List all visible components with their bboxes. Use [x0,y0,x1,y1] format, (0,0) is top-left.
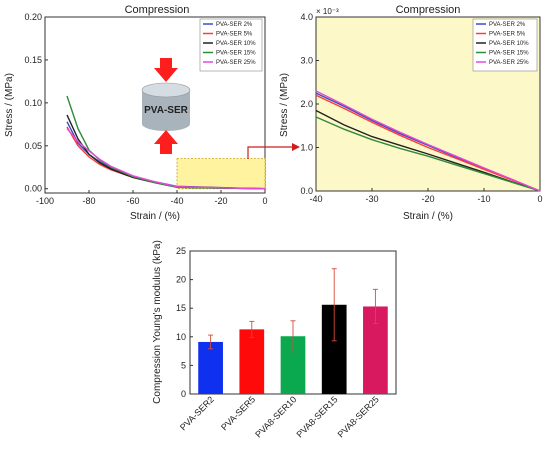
bar-0 [198,342,223,394]
left-xlabel: Strain / (%) [130,211,180,222]
left-legend: PVA-SER 2% PVA-SER 5% PVA-SER 10% PVA-SER 1… [200,19,262,71]
right-xlabel: Strain / (%) [403,211,453,222]
legend-label: PVA-SER 5% [489,32,526,38]
zoom-connector [248,143,300,159]
cylinder-label: PVA-SER [144,105,188,116]
right-chart: Compression × 10⁻³ 0.01.02.03.04.0 -40 -3… [279,4,543,222]
right-legend: PVA-SER 2% PVA-SER 5% PVA-SER 10% PVA-SER 1… [473,19,537,71]
x-tick-label: -40 [170,196,183,206]
legend-label: PVA-SER 25% [489,60,529,66]
left-highlight-region [177,159,265,189]
legend-label: PVA-SER 10% [216,41,256,47]
y-tick-label: 25 [176,246,186,256]
y-tick-label: 0.00 [24,184,42,194]
y-tick-label: 0.15 [24,55,42,65]
x-tick-label: -40 [309,194,322,204]
left-chart: Compression 0.00 0.05 0.10 0.15 0.20 -100 -80… [4,4,268,222]
right-ylabel: Stress / (MPa) [279,73,290,137]
y-tick-label: 0.10 [24,98,42,108]
x-tick-label: -30 [365,194,378,204]
x-tick-label: -100 [36,196,54,206]
legend-label: PVA-SER 2% [489,22,526,28]
x-tick-label: 0 [537,194,542,204]
compression-illustration: PVA-SER [142,58,190,154]
connector-line [248,147,292,159]
right-scale-label: × 10⁻³ [316,7,339,16]
cylinder-top [142,83,190,97]
y-tick-label: 5 [181,360,186,370]
x-tick-label: PVA-SER5 [219,394,257,432]
y-tick-label: 0.20 [24,12,42,22]
y-tick-label: 3.0 [300,56,313,66]
y-tick-label: 15 [176,303,186,313]
legend-label: PVA-SER 15% [216,51,256,57]
right-title: Compression [396,4,461,16]
arrow-down-icon [154,58,178,82]
y-tick-label: 20 [176,275,186,285]
bar-1 [239,329,264,394]
x-tick-label: -80 [82,196,95,206]
legend-label: PVA-SER 2% [216,22,253,28]
x-tick-label: -10 [477,194,490,204]
x-tick-label: -20 [214,196,227,206]
y-tick-label: 1.0 [300,143,313,153]
bottom-ylabel: Compression Young's modulus (kPa) [152,240,163,404]
left-ylabel: Stress / (MPa) [4,73,15,137]
x-tick-label: 0 [262,196,267,206]
y-tick-label: 4.0 [300,12,313,22]
x-tick-label: PVA8-SER10 [253,394,298,439]
y-tick-label: 0.05 [24,141,42,151]
legend-label: PVA-SER 10% [489,41,529,47]
legend-label: PVA-SER 25% [216,60,256,66]
y-tick-label: 2.0 [300,99,313,109]
y-tick-label: 0 [181,389,186,399]
connector-arrowhead-icon [292,143,300,151]
x-tick-label: PVA8-SER15 [294,394,339,439]
x-tick-label: -60 [126,196,139,206]
left-title: Compression [125,4,190,16]
arrow-up-icon [154,130,178,154]
x-tick-label: -20 [421,194,434,204]
legend-label: PVA-SER 15% [489,51,529,57]
legend-label: PVA-SER 5% [216,32,253,38]
x-tick-label: PVA8-SER25 [336,394,381,439]
cylinder-bottom [142,117,190,131]
x-tick-label: PVA-SER2 [178,394,216,432]
y-tick-label: 10 [176,332,186,342]
